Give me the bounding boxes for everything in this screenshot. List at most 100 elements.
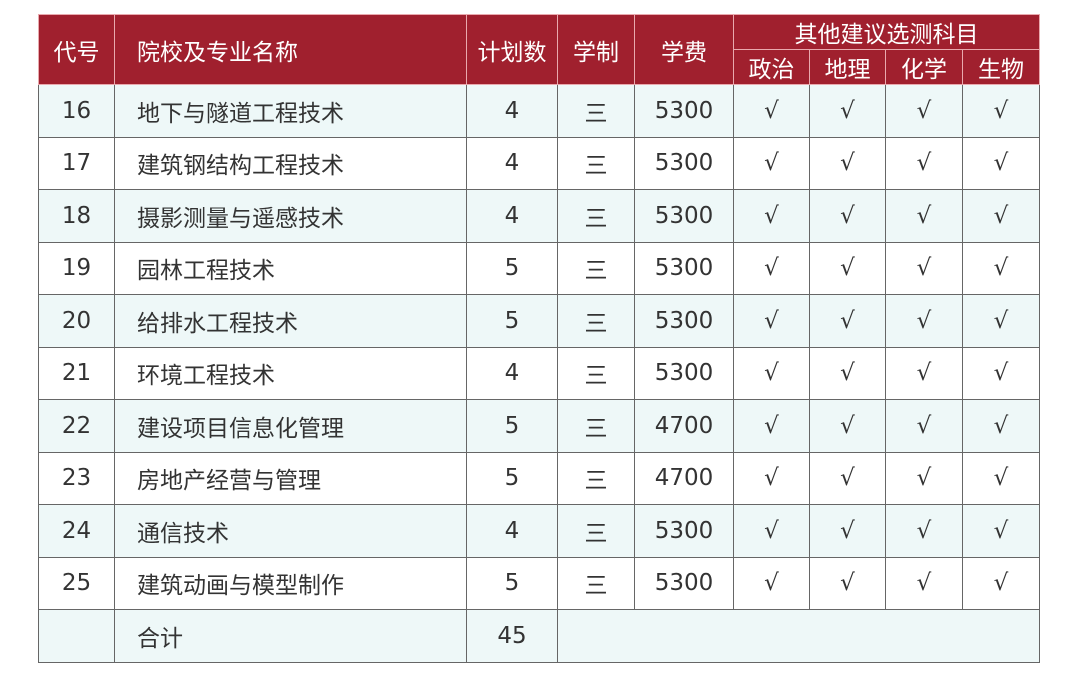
total-plan: 45: [466, 609, 558, 663]
cell-check-mark: √: [962, 241, 1040, 295]
table-row: 24 通信技术 4 三 5300 √ √ √ √: [38, 504, 1040, 558]
cell-empty: [38, 609, 115, 663]
cell-check-mark: √: [733, 294, 810, 348]
cell-check-mark: √: [809, 84, 886, 138]
cell-check-mark: √: [733, 504, 810, 558]
header-other-subjects: 其他建议选测科目: [733, 14, 1040, 50]
cell-fee: 5300: [634, 346, 734, 400]
cell-code: 24: [38, 504, 115, 558]
cell-fee: 5300: [634, 294, 734, 348]
header-code: 代号: [38, 14, 115, 85]
cell-code: 22: [38, 399, 115, 453]
header-subject: 生物: [962, 49, 1040, 85]
cell-name: 建设项目信息化管理: [114, 399, 467, 453]
table-row: 16 地下与隧道工程技术 4 三 5300 √ √ √ √: [38, 84, 1040, 138]
cell-years: 三: [557, 241, 635, 295]
cell-check-mark: √: [885, 294, 963, 348]
cell-years: 三: [557, 451, 635, 505]
cell-check-mark: √: [962, 189, 1040, 243]
cell-check-mark: √: [885, 84, 963, 138]
cell-check-mark: √: [733, 556, 810, 610]
cell-name: 建筑动画与模型制作: [114, 556, 467, 610]
table-row: 17 建筑钢结构工程技术 4 三 5300 √ √ √ √: [38, 136, 1040, 190]
header-fee: 学费: [634, 14, 734, 85]
cell-check-mark: √: [962, 556, 1040, 610]
cell-name: 通信技术: [114, 504, 467, 558]
cell-plan: 4: [466, 189, 558, 243]
table-row: 18 摄影测量与遥感技术 4 三 5300 √ √ √ √: [38, 189, 1040, 243]
total-row: 合计 45: [38, 609, 1040, 663]
cell-plan: 4: [466, 346, 558, 400]
table-row: 25 建筑动画与模型制作 5 三 5300 √ √ √ √: [38, 556, 1040, 610]
cell-check-mark: √: [885, 451, 963, 505]
cell-plan: 5: [466, 556, 558, 610]
cell-check-mark: √: [885, 504, 963, 558]
cell-plan: 5: [466, 451, 558, 505]
cell-check-mark: √: [885, 399, 963, 453]
cell-check-mark: √: [962, 346, 1040, 400]
cell-check-mark: √: [962, 84, 1040, 138]
table-row: 22 建设项目信息化管理 5 三 4700 √ √ √ √: [38, 399, 1040, 453]
cell-code: 25: [38, 556, 115, 610]
cell-check-mark: √: [733, 189, 810, 243]
cell-check-mark: √: [885, 136, 963, 190]
cell-fee: 5300: [634, 189, 734, 243]
table-row: 20 给排水工程技术 5 三 5300 √ √ √ √: [38, 294, 1040, 348]
total-label: 合计: [114, 609, 467, 663]
cell-name: 建筑钢结构工程技术: [114, 136, 467, 190]
cell-check-mark: √: [962, 504, 1040, 558]
cell-code: 17: [38, 136, 115, 190]
cell-check-mark: √: [809, 451, 886, 505]
cell-check-mark: √: [962, 294, 1040, 348]
cell-fee: 5300: [634, 556, 734, 610]
header-subject: 地理: [809, 49, 886, 85]
cell-check-mark: √: [962, 136, 1040, 190]
cell-check-mark: √: [809, 294, 886, 348]
header-subject: 化学: [885, 49, 963, 85]
enrollment-table: 代号 院校及专业名称 计划数 学制 学费 其他建议选测科目 政治 地理 化学 生…: [38, 14, 1040, 663]
cell-code: 20: [38, 294, 115, 348]
header-years: 学制: [557, 14, 635, 85]
cell-years: 三: [557, 189, 635, 243]
cell-check-mark: √: [733, 84, 810, 138]
header-plan: 计划数: [466, 14, 558, 85]
cell-fee: 4700: [634, 399, 734, 453]
cell-fee: 4700: [634, 451, 734, 505]
cell-name: 地下与隧道工程技术: [114, 84, 467, 138]
cell-name: 摄影测量与遥感技术: [114, 189, 467, 243]
cell-check-mark: √: [733, 399, 810, 453]
cell-plan: 4: [466, 136, 558, 190]
cell-years: 三: [557, 504, 635, 558]
cell-check-mark: √: [809, 504, 886, 558]
table-row: 21 环境工程技术 4 三 5300 √ √ √ √: [38, 346, 1040, 400]
header-name: 院校及专业名称: [114, 14, 467, 85]
cell-check-mark: √: [809, 346, 886, 400]
cell-name: 园林工程技术: [114, 241, 467, 295]
cell-years: 三: [557, 556, 635, 610]
cell-check-mark: √: [962, 451, 1040, 505]
cell-fee: 5300: [634, 136, 734, 190]
cell-code: 16: [38, 84, 115, 138]
cell-check-mark: √: [809, 556, 886, 610]
cell-years: 三: [557, 84, 635, 138]
cell-fee: 5300: [634, 504, 734, 558]
cell-years: 三: [557, 346, 635, 400]
cell-years: 三: [557, 294, 635, 348]
cell-check-mark: √: [809, 136, 886, 190]
cell-check-mark: √: [733, 346, 810, 400]
cell-code: 23: [38, 451, 115, 505]
table-row: 19 园林工程技术 5 三 5300 √ √ √ √: [38, 241, 1040, 295]
cell-check-mark: √: [809, 241, 886, 295]
header-subject: 政治: [733, 49, 810, 85]
cell-check-mark: √: [733, 136, 810, 190]
cell-check-mark: √: [809, 399, 886, 453]
cell-years: 三: [557, 399, 635, 453]
cell-name: 房地产经营与管理: [114, 451, 467, 505]
cell-check-mark: √: [885, 556, 963, 610]
cell-plan: 5: [466, 399, 558, 453]
cell-check-mark: √: [885, 189, 963, 243]
cell-plan: 5: [466, 241, 558, 295]
cell-code: 21: [38, 346, 115, 400]
cell-check-mark: √: [809, 189, 886, 243]
table-row: 23 房地产经营与管理 5 三 4700 √ √ √ √: [38, 451, 1040, 505]
